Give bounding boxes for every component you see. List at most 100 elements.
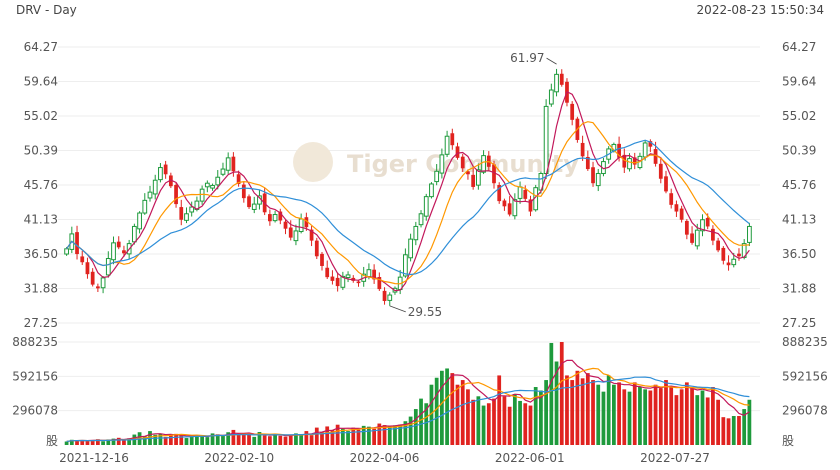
candle-body	[497, 185, 502, 202]
candle-body	[90, 271, 95, 285]
candle-body	[434, 170, 440, 183]
candle-body	[330, 276, 335, 281]
candle-body	[570, 103, 575, 120]
volume-bar	[632, 382, 637, 445]
candle-body	[481, 155, 486, 173]
volume-bar	[330, 429, 335, 445]
volume-bar	[387, 426, 392, 445]
volume-bar	[241, 433, 246, 445]
candle-body	[158, 167, 163, 181]
candle-body	[152, 179, 158, 195]
candle-body	[716, 240, 720, 251]
candle-body	[314, 240, 319, 257]
candle-body	[617, 143, 621, 158]
volume-bar	[424, 403, 429, 445]
candle-body	[283, 221, 288, 229]
candle-body	[85, 262, 90, 275]
candle-body	[737, 253, 741, 257]
candle-body	[189, 206, 195, 213]
volume-bar	[512, 393, 517, 445]
candle-body	[429, 183, 434, 198]
price-tick-label-right: 36.50	[782, 247, 816, 261]
volume-bar	[226, 432, 231, 445]
candle-body	[111, 242, 116, 261]
volume-bar	[653, 384, 658, 445]
volume-bar	[413, 409, 418, 445]
volume-bar	[153, 434, 158, 445]
volume-bar	[445, 368, 449, 445]
price-tick-label-left: 31.88	[24, 281, 58, 295]
volume-bar	[304, 431, 309, 445]
chart-timestamp: 2022-08-23 15:50:34	[697, 3, 824, 17]
candle-body	[325, 267, 330, 278]
volume-bar	[288, 434, 293, 445]
volume-bar	[570, 380, 575, 445]
candle-body	[220, 168, 226, 175]
volume-bar	[554, 361, 559, 445]
volume-bar	[398, 424, 403, 445]
candle-body	[622, 154, 627, 168]
volume-bar	[309, 435, 314, 445]
candle-body	[726, 262, 731, 266]
candle-body	[204, 182, 210, 188]
volume-bar	[460, 380, 465, 445]
candle-body	[450, 133, 455, 146]
volume-bar	[231, 429, 236, 445]
price-ma-5-line	[66, 90, 750, 292]
candle-body	[627, 158, 632, 170]
volume-bars	[64, 342, 752, 445]
price-tick-label-right: 27.25	[782, 316, 816, 330]
volume-bar	[85, 440, 90, 445]
volume-bar	[648, 390, 653, 445]
candle-body	[492, 164, 496, 184]
volume-bar	[507, 406, 512, 445]
price-tick-label-right: 41.13	[782, 213, 816, 227]
volume-bar	[455, 384, 460, 445]
volume-bar	[335, 424, 340, 445]
volume-bar	[658, 388, 663, 445]
volume-bar	[575, 370, 580, 445]
candle-body	[340, 275, 346, 288]
candle-body	[382, 290, 387, 302]
candle-body	[591, 167, 595, 184]
candle-body	[137, 212, 142, 230]
candle-body	[131, 225, 137, 243]
volume-bar	[742, 409, 747, 445]
volume-bar	[596, 384, 601, 445]
volume-bar	[559, 342, 564, 445]
volume-bar	[142, 436, 147, 445]
volume-bar	[502, 396, 507, 445]
volume-bar	[247, 434, 251, 445]
high-annotation-leader	[546, 57, 557, 65]
axes: 64.27 64.27 59.64 59.64 55.02 55.02 50.39 50.39…	[12, 40, 828, 465]
price-tick-label-left: 36.50	[24, 247, 58, 261]
price-tick-label-left: 55.02	[24, 109, 58, 123]
price-tick-label-right: 64.27	[782, 40, 816, 54]
candle-body	[241, 184, 246, 199]
candle-body	[559, 73, 564, 85]
volume-bar	[116, 437, 121, 445]
candle-body	[179, 207, 184, 220]
candle-body	[543, 105, 549, 175]
volume-bar	[69, 439, 74, 445]
volume-moving-averages	[66, 359, 750, 443]
volume-bar	[549, 342, 554, 445]
candle-body	[413, 225, 419, 241]
candle-body	[747, 225, 752, 243]
candle-body	[690, 233, 694, 243]
volume-bar	[184, 438, 189, 445]
candle-body	[163, 164, 168, 175]
candle-body	[100, 277, 106, 289]
volume-bar	[174, 433, 178, 445]
low-annotation-leader	[389, 305, 406, 313]
volume-bar	[606, 375, 611, 445]
volume-bar	[361, 425, 366, 445]
candle-body	[679, 208, 684, 220]
volume-bar	[294, 433, 298, 445]
volume-unit-label-left: 股	[46, 434, 58, 448]
candle-body	[278, 211, 283, 221]
volume-bar	[351, 427, 356, 445]
volume-bar	[622, 389, 627, 445]
